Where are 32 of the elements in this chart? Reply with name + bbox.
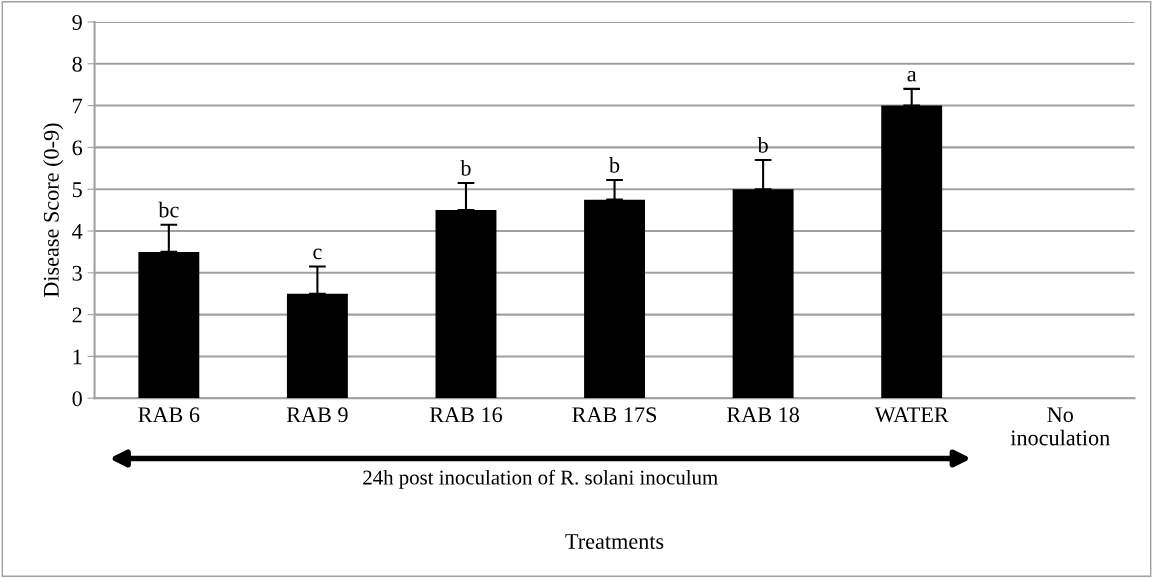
y-tick-label: 6 (72, 140, 83, 156)
bar (881, 105, 943, 399)
x-tick-label: RAB 6 (138, 407, 200, 423)
x-tick-label: RAB 16 (429, 407, 503, 423)
x-tick-label: RAB 9 (286, 407, 348, 423)
annotation: bc (158, 201, 179, 218)
y-tick-label: 1 (73, 349, 82, 365)
y-tick-label: 9 (72, 14, 82, 30)
annotation: b (757, 137, 768, 153)
x-tick-label: No inoculation (1010, 407, 1110, 446)
annotation: a (907, 70, 917, 82)
y-tick-label: 4 (72, 224, 83, 239)
bar (435, 210, 497, 399)
bar (286, 293, 348, 399)
x-tick-label: RAB 18 (727, 407, 800, 423)
y-tick-label: 8 (72, 56, 82, 72)
x-tick-label: WATER (874, 407, 949, 423)
bar (584, 199, 646, 399)
y-tick-label: 0 (72, 391, 82, 407)
bar (732, 189, 794, 399)
y-tick-label: 2 (72, 307, 82, 323)
annotation: b (460, 160, 471, 176)
y-tick-label: 3 (72, 265, 82, 281)
x-axis-title: Treatments (565, 534, 664, 549)
bar (138, 251, 200, 399)
y-tick-label: 5 (72, 182, 82, 198)
y-tick-label: 7 (73, 98, 83, 114)
x-tick-label: RAB 17S (572, 407, 657, 423)
y-axis-title: Disease Score (0-9) (43, 123, 64, 298)
text: 24h post inoculation of R. solani inoculum (363, 469, 718, 489)
annotation: b (608, 157, 620, 173)
annotation: c (313, 248, 322, 260)
